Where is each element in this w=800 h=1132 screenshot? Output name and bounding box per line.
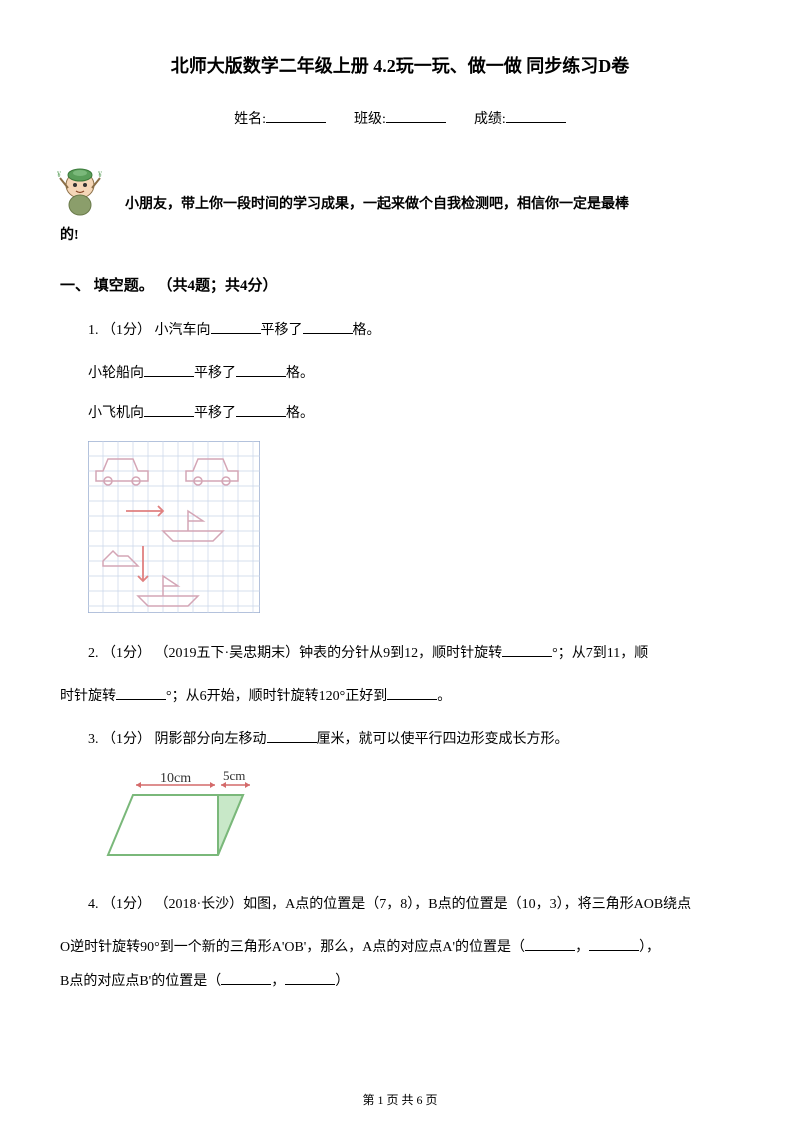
question-1-sub1: 小轮船向平移了格。 bbox=[60, 361, 740, 386]
question-2-cont: 时针旋转°；从6开始，顺时针旋转120°正好到。 bbox=[60, 684, 740, 709]
info-line: 姓名: 班级: 成绩: bbox=[60, 107, 740, 132]
question-4: 4. （1分） （2018·长沙）如图，A点的位置是（7，8），B点的位置是（1… bbox=[60, 892, 740, 917]
mascot-icon: ¥ ¥ bbox=[50, 163, 110, 218]
intro-row: ¥ ¥ 小朋友，带上你一段时间的学习成果，一起来做个自我检测吧，相信你一定是最棒 bbox=[60, 163, 740, 218]
question-1: 1. （1分） 小汽车向平移了格。 bbox=[60, 318, 740, 343]
intro-text-2: 的! bbox=[60, 223, 740, 248]
question-1-sub2: 小飞机向平移了格。 bbox=[60, 401, 740, 426]
question-2: 2. （1分） （2019五下·吴忠期末）钟表的分针从9到12，顺时针旋转°；从… bbox=[60, 641, 740, 666]
svg-text:¥: ¥ bbox=[98, 170, 102, 179]
intro-text-1: 小朋友，带上你一段时间的学习成果，一起来做个自我检测吧，相信你一定是最棒 bbox=[125, 192, 740, 217]
page-title: 北师大版数学二年级上册 4.2玩一玩、做一做 同步练习D卷 bbox=[60, 50, 740, 82]
section-1-header: 一、 填空题。 （共4题；共4分） bbox=[60, 273, 740, 300]
svg-text:10cm: 10cm bbox=[160, 771, 191, 786]
svg-text:5cm: 5cm bbox=[223, 770, 245, 783]
name-label: 姓名: bbox=[234, 112, 266, 127]
grid-diagram bbox=[88, 441, 740, 622]
question-3: 3. （1分） 阴影部分向左移动厘米，就可以使平行四边形变成长方形。 bbox=[60, 727, 740, 752]
page-footer: 第 1 页 共 6 页 bbox=[0, 1090, 800, 1112]
class-label: 班级: bbox=[354, 112, 386, 127]
question-4-line2: O逆时针旋转90°到一个新的三角形A'OB'，那么，A点的对应点A'的位置是（，… bbox=[60, 935, 740, 960]
question-4-line3: B点的对应点B'的位置是（，） bbox=[60, 969, 740, 994]
score-label: 成绩: bbox=[474, 112, 506, 127]
svg-text:¥: ¥ bbox=[57, 170, 61, 179]
parallelogram-diagram: 10cm 5cm bbox=[88, 770, 740, 874]
